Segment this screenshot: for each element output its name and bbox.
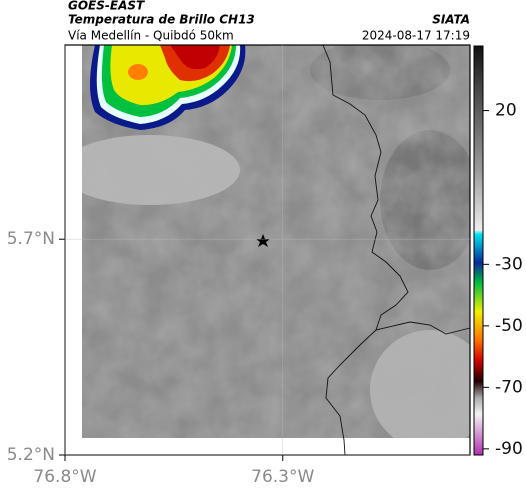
colorbar-tick-label: 20 [495, 101, 517, 121]
organization: SIATA [432, 13, 470, 27]
colorbar [473, 45, 484, 456]
subtitle: Vía Medellín - Quibdó 50km [68, 29, 234, 43]
location-marker [256, 234, 270, 247]
lat-tick-label: 5.7°N [7, 229, 55, 249]
source: GOES-EAST [68, 0, 145, 13]
satellite-image [82, 45, 470, 438]
colorbar-tick-label: -90 [495, 439, 523, 459]
timestamp: 2024-08-17 17:19 [362, 29, 470, 43]
title: Temperatura de Brillo CH13 [68, 13, 255, 27]
lon-tick-label: 76.8°W [33, 467, 96, 487]
lat-tick-label: 5.2°N [7, 445, 55, 465]
colorbar-tick-label: -50 [495, 316, 523, 336]
borders [322, 44, 471, 456]
lon-tick-label: 76.3°W [251, 467, 314, 487]
colorbar-tick-label: -30 [495, 254, 523, 274]
colorbar-tick-label: -70 [495, 377, 523, 397]
